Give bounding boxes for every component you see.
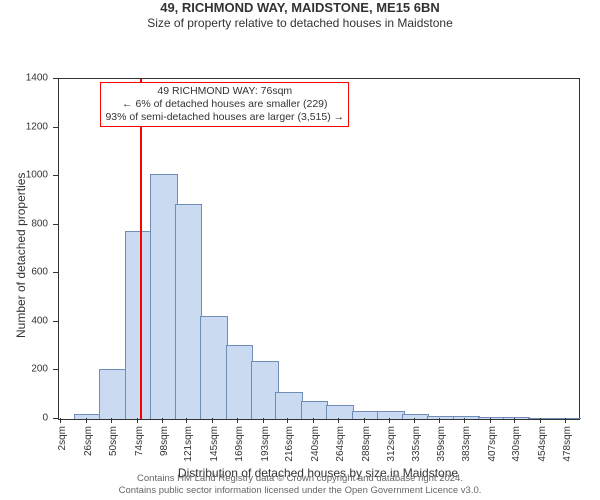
y-tick-label: 1400 bbox=[0, 72, 48, 83]
y-tick-mark bbox=[53, 224, 58, 225]
histogram-bar bbox=[74, 414, 101, 419]
footer-line-1: Contains HM Land Registry data © Crown c… bbox=[0, 473, 600, 484]
histogram-bar bbox=[528, 418, 555, 419]
histogram-bar bbox=[150, 174, 177, 419]
y-tick-label: 800 bbox=[0, 218, 48, 229]
x-tick-label: 98sqm bbox=[159, 426, 170, 456]
histogram-bar bbox=[377, 411, 404, 419]
y-tick-mark bbox=[53, 78, 58, 79]
x-tick-mark bbox=[540, 418, 541, 423]
x-tick-label: 121sqm bbox=[183, 426, 194, 462]
y-tick-label: 0 bbox=[0, 412, 48, 423]
annotation-line: 49 RICHMOND WAY: 76sqm bbox=[105, 85, 344, 98]
y-tick-mark bbox=[53, 418, 58, 419]
footer: Contains HM Land Registry data © Crown c… bbox=[0, 473, 600, 496]
x-tick-label: 383sqm bbox=[461, 426, 472, 462]
x-tick-mark bbox=[389, 418, 390, 423]
x-tick-label: 288sqm bbox=[361, 426, 372, 462]
annotation-line: ← 6% of detached houses are smaller (229… bbox=[105, 98, 344, 111]
y-axis-label: Number of detached properties bbox=[14, 173, 28, 338]
chart-subtitle: Size of property relative to detached ho… bbox=[0, 16, 600, 30]
histogram-bar bbox=[125, 231, 152, 419]
x-tick-mark bbox=[186, 418, 187, 423]
histogram-bar bbox=[478, 417, 505, 419]
histogram-bar bbox=[326, 405, 353, 419]
histogram-bar bbox=[453, 416, 480, 419]
x-tick-mark bbox=[514, 418, 515, 423]
y-tick-mark bbox=[53, 321, 58, 322]
y-tick-label: 400 bbox=[0, 315, 48, 326]
x-tick-label: 193sqm bbox=[260, 426, 271, 462]
x-tick-mark bbox=[237, 418, 238, 423]
x-tick-mark bbox=[287, 418, 288, 423]
annotation-box: 49 RICHMOND WAY: 76sqm← 6% of detached h… bbox=[100, 82, 349, 127]
x-tick-mark bbox=[212, 418, 213, 423]
x-tick-mark bbox=[111, 418, 112, 423]
x-tick-mark bbox=[86, 418, 87, 423]
chart-container: 49, RICHMOND WAY, MAIDSTONE, ME15 6BN Si… bbox=[0, 0, 600, 500]
marker-line bbox=[140, 79, 142, 419]
y-tick-label: 600 bbox=[0, 267, 48, 278]
x-tick-label: 2sqm bbox=[57, 426, 68, 450]
x-tick-label: 454sqm bbox=[537, 426, 548, 462]
x-tick-mark bbox=[313, 418, 314, 423]
histogram-bar bbox=[175, 204, 202, 419]
x-tick-mark bbox=[364, 418, 365, 423]
x-tick-label: 26sqm bbox=[83, 426, 94, 456]
footer-line-2: Contains public sector information licen… bbox=[0, 485, 600, 496]
y-tick-mark bbox=[53, 272, 58, 273]
y-tick-label: 1000 bbox=[0, 170, 48, 181]
x-tick-label: 216sqm bbox=[284, 426, 295, 462]
annotation-line: 93% of semi-detached houses are larger (… bbox=[105, 111, 344, 124]
x-tick-mark bbox=[137, 418, 138, 423]
x-tick-mark bbox=[414, 418, 415, 423]
x-tick-mark bbox=[439, 418, 440, 423]
x-tick-mark bbox=[263, 418, 264, 423]
plot-region bbox=[58, 78, 580, 420]
x-tick-label: 407sqm bbox=[487, 426, 498, 462]
x-tick-label: 430sqm bbox=[511, 426, 522, 462]
histogram-bar bbox=[503, 417, 530, 419]
x-tick-label: 312sqm bbox=[386, 426, 397, 462]
x-tick-label: 169sqm bbox=[234, 426, 245, 462]
x-tick-label: 359sqm bbox=[436, 426, 447, 462]
histogram-bar bbox=[554, 418, 581, 419]
x-tick-mark bbox=[565, 418, 566, 423]
y-tick-mark bbox=[53, 127, 58, 128]
y-tick-mark bbox=[53, 175, 58, 176]
histogram-bar bbox=[251, 361, 278, 419]
x-tick-mark bbox=[464, 418, 465, 423]
histogram-bar bbox=[200, 316, 227, 419]
x-tick-mark bbox=[60, 418, 61, 423]
x-tick-label: 240sqm bbox=[310, 426, 321, 462]
x-tick-label: 264sqm bbox=[335, 426, 346, 462]
x-tick-label: 335sqm bbox=[411, 426, 422, 462]
x-tick-label: 74sqm bbox=[134, 426, 145, 456]
histogram-bar bbox=[275, 392, 302, 419]
y-tick-mark bbox=[53, 369, 58, 370]
y-tick-label: 200 bbox=[0, 364, 48, 375]
histogram-bar bbox=[99, 369, 126, 419]
chart-title: 49, RICHMOND WAY, MAIDSTONE, ME15 6BN bbox=[0, 0, 600, 16]
x-tick-label: 50sqm bbox=[108, 426, 119, 456]
histogram-bar bbox=[352, 411, 379, 419]
y-tick-label: 1200 bbox=[0, 121, 48, 132]
x-tick-label: 145sqm bbox=[209, 426, 220, 462]
histogram-bar bbox=[226, 345, 253, 419]
histogram-bar bbox=[402, 414, 429, 419]
histogram-bar bbox=[427, 416, 454, 419]
x-tick-label: 478sqm bbox=[562, 426, 573, 462]
histogram-bar bbox=[301, 401, 328, 419]
x-tick-mark bbox=[338, 418, 339, 423]
chart-area: Number of detached properties Distributi… bbox=[0, 34, 600, 488]
x-tick-mark bbox=[490, 418, 491, 423]
x-tick-mark bbox=[162, 418, 163, 423]
